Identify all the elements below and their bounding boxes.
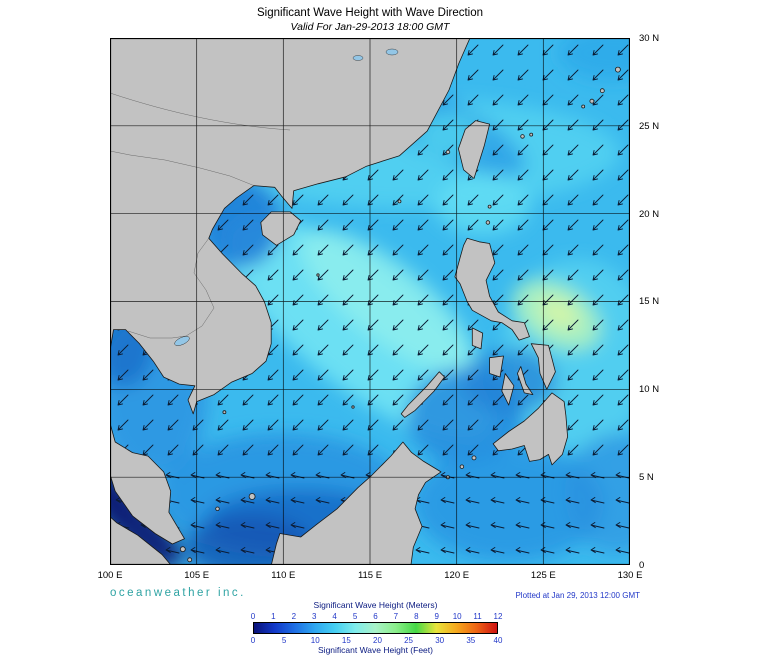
meters-tick: 12 — [493, 612, 503, 621]
meters-tick: 4 — [332, 612, 337, 621]
lat-tick: 0 — [639, 560, 645, 571]
map-border — [110, 38, 630, 565]
feet-tick: 20 — [373, 636, 382, 645]
meters-tick: 11 — [473, 612, 482, 621]
lat-tick: 10 N — [639, 384, 660, 395]
lon-tick: 115 E — [357, 570, 383, 581]
small-islands — [179, 66, 621, 563]
feet-tick: 30 — [435, 636, 445, 645]
meters-tick: 2 — [291, 612, 297, 621]
landmass-palawan — [400, 371, 445, 418]
wave-height-legend: Significant Wave Height (Meters) 0 1 2 3… — [250, 600, 503, 655]
lat-tick: 30 N — [639, 33, 660, 44]
lat-tick: 25 N — [639, 121, 660, 132]
lon-tick: 120 E — [444, 570, 470, 581]
feet-tick: 5 — [281, 636, 287, 645]
lon-tick: 130 E — [617, 570, 643, 581]
legend-feet-ticks: 0 5 10 15 20 25 30 35 40 — [250, 636, 503, 645]
lon-tick: 125 E — [530, 570, 556, 581]
plotted-timestamp: Plotted at Jan 29, 2013 12:00 GMT — [515, 591, 640, 600]
landmass-mindoro — [471, 327, 484, 350]
landmass-mainland-asia — [110, 38, 471, 545]
valid-time-subtitle: Valid For Jan-29-2013 18:00 GMT — [290, 21, 450, 33]
legend-meters-ticks: 0 1 2 3 4 5 6 7 8 9 10 11 12 — [250, 612, 503, 621]
lon-tick: 110 E — [271, 570, 296, 581]
feet-tick: 10 — [310, 636, 320, 645]
meters-tick: 7 — [393, 612, 399, 621]
lon-tick: 105 E — [184, 570, 210, 581]
feet-tick: 15 — [341, 636, 351, 645]
meters-tick: 5 — [352, 612, 358, 621]
landmass-panay — [489, 355, 504, 378]
wave-height-map — [110, 38, 630, 565]
land-layer — [110, 38, 621, 565]
meters-tick: 6 — [373, 612, 378, 621]
meters-tick: 8 — [414, 612, 419, 621]
lon-tick: 100 E — [97, 570, 123, 581]
meters-tick: 9 — [434, 612, 439, 621]
landmass-sumatra — [110, 516, 172, 565]
feet-tick: 0 — [250, 636, 256, 645]
feet-tick: 35 — [466, 636, 476, 645]
oceanweather-brand: oceanweather inc. — [110, 587, 246, 599]
landmass-borneo — [270, 441, 442, 565]
page-title: Significant Wave Height with Wave Direct… — [256, 7, 484, 19]
meters-tick: 3 — [312, 612, 317, 621]
meters-tick: 10 — [452, 612, 462, 621]
grid-layer — [110, 38, 630, 565]
meters-tick: 0 — [250, 612, 256, 621]
landmass-mindanao — [492, 392, 568, 466]
meters-tick: 1 — [271, 612, 276, 621]
country-borders — [110, 92, 291, 339]
lat-tick: 20 N — [639, 209, 660, 220]
landmass-cebu — [517, 366, 534, 395]
wave-height-colorbar — [253, 622, 498, 634]
lat-tick: 15 N — [639, 296, 660, 307]
legend-feet-label: Significant Wave Height (Feet) — [318, 645, 433, 655]
lakes — [174, 48, 399, 346]
feet-tick: 40 — [493, 636, 503, 645]
feet-tick: 25 — [404, 636, 414, 645]
lat-tick: 5 N — [639, 472, 654, 483]
legend-meters-label: Significant Wave Height (Meters) — [313, 600, 438, 610]
landmass-hainan — [260, 211, 302, 246]
landmass-taiwan — [458, 120, 490, 179]
